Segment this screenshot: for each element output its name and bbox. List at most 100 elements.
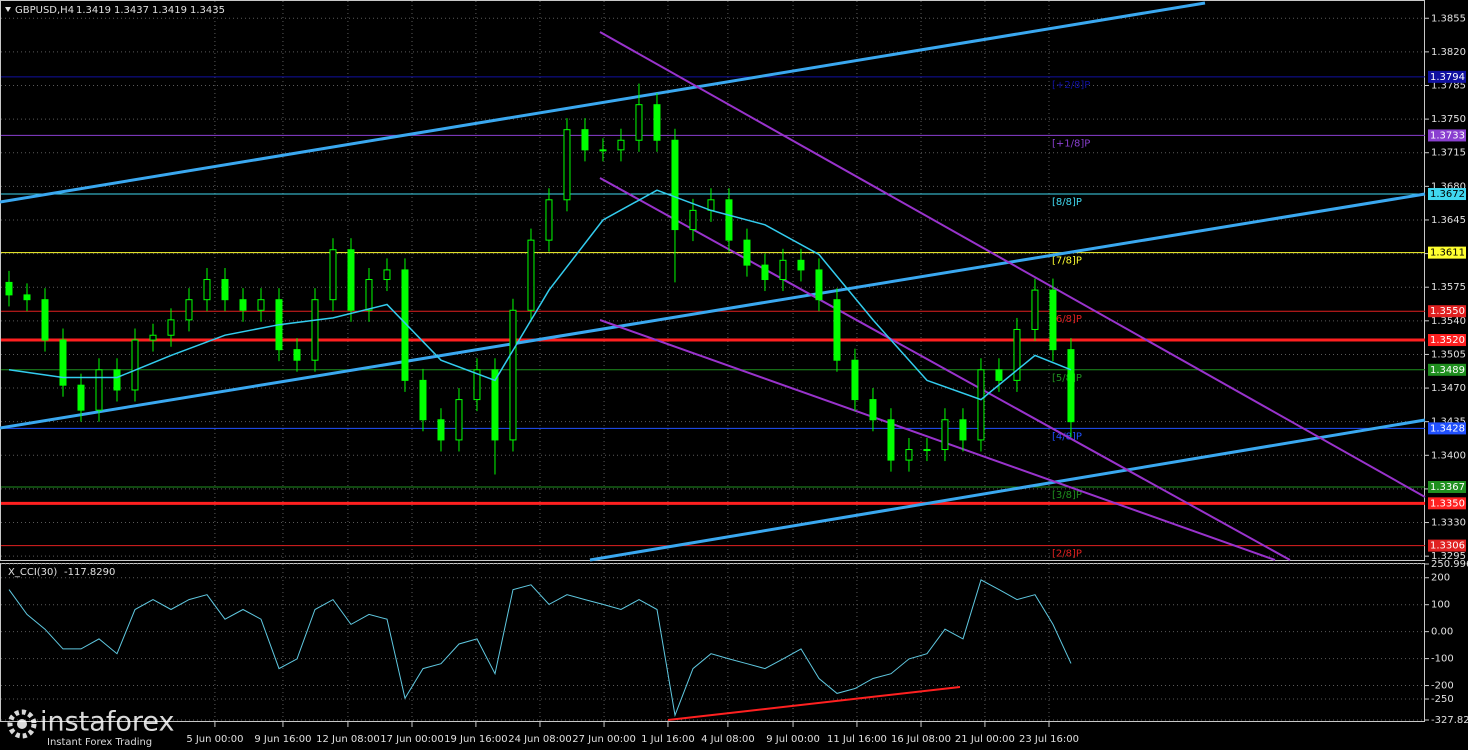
price-tags: 1.3794 1.3733 1.3672 1.3611 1.3550 1.3520 1.34… xyxy=(1428,70,1466,552)
candle-body xyxy=(221,279,229,301)
cci-line xyxy=(8,579,1072,718)
ohlc-open: 1.3419 xyxy=(76,5,111,16)
y-tick-label: 1.3680 xyxy=(1431,181,1466,192)
price-tag xyxy=(1428,480,1466,493)
candle-body xyxy=(707,199,715,211)
candle-body xyxy=(743,239,751,266)
logo-tagline: Instant Forex Trading xyxy=(47,737,152,748)
x-tick-label: 5 Jun 00:00 xyxy=(186,734,243,745)
candle-body xyxy=(851,359,859,401)
candle-body xyxy=(617,139,625,151)
candle-body xyxy=(311,299,319,361)
y-tick-label: 200 xyxy=(1431,573,1450,584)
candle-body xyxy=(725,199,733,241)
x-tick-label: 24 Jun 08:00 xyxy=(508,734,572,745)
price-tag-label: 1.3350 xyxy=(1430,498,1465,509)
candle-body xyxy=(203,279,211,301)
menu-arrow[interactable] xyxy=(5,7,11,12)
channels xyxy=(0,1,1426,721)
x-tick-label: 12 Jun 08:00 xyxy=(316,734,380,745)
candle-body xyxy=(455,399,463,441)
level-label: [+2/8]P xyxy=(1052,80,1090,91)
y-tick-label: 1.3295 xyxy=(1431,551,1466,562)
candle-body xyxy=(329,249,337,301)
candle-body xyxy=(1067,349,1075,423)
candle-body xyxy=(941,419,949,451)
cci-panel xyxy=(0,563,1425,722)
candle-body xyxy=(95,369,103,411)
candle-body xyxy=(905,449,913,461)
symbol-title: GBPUSD,H4 xyxy=(15,5,74,16)
candle-body xyxy=(689,209,697,231)
x-tick-label: 9 Jun 16:00 xyxy=(254,734,311,745)
candle-body xyxy=(149,334,157,341)
logo: instaforex Instant Forex Trading xyxy=(7,707,174,748)
candle-body xyxy=(5,281,13,296)
candle-body xyxy=(419,379,427,421)
y-tick-label: 250.9969 xyxy=(1431,559,1468,570)
candle-body xyxy=(923,449,931,452)
x-tick-label: 1 Jul 16:00 xyxy=(641,734,695,745)
x-tick-label: 19 Jun 16:00 xyxy=(444,734,508,745)
logo-icon xyxy=(17,719,27,729)
candle-body xyxy=(59,339,67,386)
candle-body xyxy=(635,104,643,141)
ohlc-close: 1.3435 xyxy=(190,5,225,16)
price-tag xyxy=(1428,188,1466,201)
candle-body xyxy=(887,419,895,461)
level-label: [7/8]P xyxy=(1052,256,1082,267)
logo-name: instaforex xyxy=(40,707,174,738)
price-tag xyxy=(1428,246,1466,259)
level-label: [6/8]P xyxy=(1052,314,1082,325)
channel-line xyxy=(599,31,1426,498)
candle-body xyxy=(1049,289,1057,351)
candle-body xyxy=(869,399,877,421)
price-tag xyxy=(1428,129,1466,142)
y-tick-label: -100 xyxy=(1431,654,1454,665)
price-tag-label: 1.3489 xyxy=(1430,365,1465,376)
x-tick-label: 17 Jun 00:00 xyxy=(380,734,444,745)
x-tick-label: 23 Jul 16:00 xyxy=(1019,734,1079,745)
candle-body xyxy=(77,384,85,411)
candle-body xyxy=(23,294,31,301)
price-panel xyxy=(0,0,1425,561)
price-tag xyxy=(1428,422,1466,435)
x-tick-label: 27 Jun 00:00 xyxy=(572,734,636,745)
candle-body xyxy=(293,349,301,361)
candle-body xyxy=(761,264,769,281)
channel-line xyxy=(0,1,1206,204)
channel-line xyxy=(599,319,1276,561)
candle-body xyxy=(833,299,841,361)
candle-body xyxy=(1031,289,1039,330)
y-tick-label: 1.3750 xyxy=(1431,114,1466,125)
y-tick-label: 1.3505 xyxy=(1431,349,1466,360)
x-tick-label: 21 Jul 00:00 xyxy=(955,734,1015,745)
price-tag-label: 1.3794 xyxy=(1430,72,1465,83)
level-label: [8/8]P xyxy=(1052,197,1082,208)
price-tag xyxy=(1428,363,1466,376)
level-label: [+1/8]P xyxy=(1052,138,1090,149)
y-tick-label: 1.3330 xyxy=(1431,518,1466,529)
candle-body xyxy=(239,299,247,311)
price-tag xyxy=(1428,305,1466,318)
candle-body xyxy=(491,369,499,441)
candle-body xyxy=(131,339,139,391)
price-tag-label: 1.3428 xyxy=(1430,423,1465,434)
candle-body xyxy=(257,299,265,311)
y-tick-label: 1.3470 xyxy=(1431,383,1466,394)
y-tick-label: -200 xyxy=(1431,681,1454,692)
candle-body xyxy=(653,104,661,141)
candle-body xyxy=(671,139,679,231)
level-label: [2/8]P xyxy=(1052,549,1082,560)
price-tag-label: 1.3306 xyxy=(1430,541,1465,552)
candle-body xyxy=(473,369,481,401)
y-tick-label: 1.3715 xyxy=(1431,148,1466,159)
x-tick-label: 11 Jul 16:00 xyxy=(827,734,887,745)
level-label: [5/8]P xyxy=(1052,373,1082,384)
channel-line xyxy=(0,192,1426,430)
y-tick-label: 1.3435 xyxy=(1431,417,1466,428)
candle-body xyxy=(779,259,787,281)
y-tick-label: 1.3855 xyxy=(1431,13,1466,24)
